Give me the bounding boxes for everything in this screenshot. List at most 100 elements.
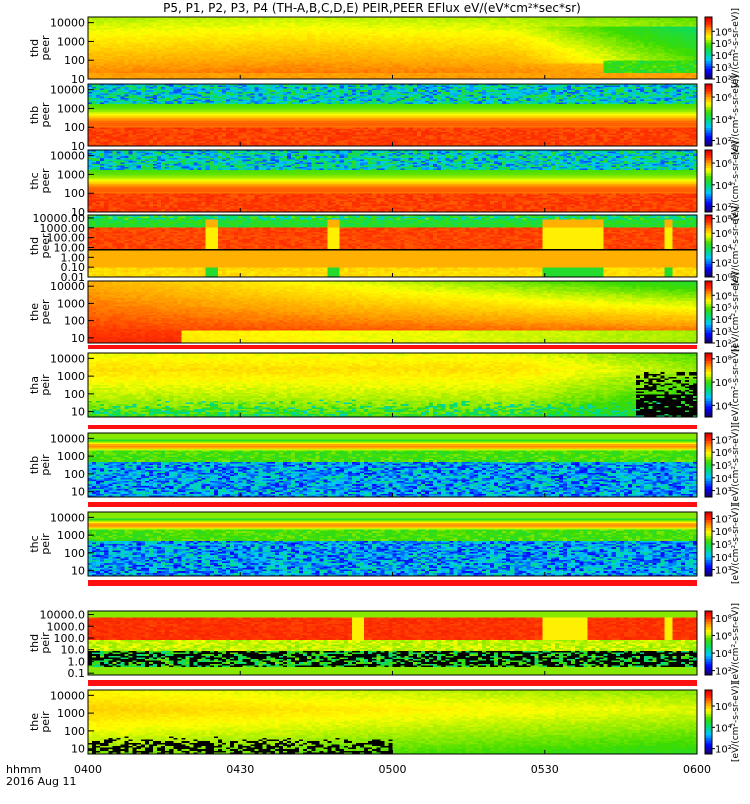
colorbar-segment [705,635,712,639]
colorbar-segment [705,37,712,41]
colorbar-segment [705,653,712,657]
colorbar-tick-label: 10² [715,137,732,148]
colorbar-segment [705,624,712,628]
colorbar-segment [705,698,712,702]
y-tick-label: 100 [64,468,85,481]
colorbar-segment [705,557,712,561]
colorbar-segment [705,170,712,174]
colorbar-segment [705,291,712,295]
y-tick-label: 10000 [50,689,85,702]
y-tick-label: 1000.0 [47,620,86,633]
colorbar-tick-label: 10² [715,203,732,214]
colorbar-tick-label: 10³ [715,487,732,498]
colorbar-segment [705,451,712,455]
x-tick-label: 0430 [226,763,254,776]
colorbar-segment [705,178,712,182]
y-tick-label: 100 [64,121,85,134]
colorbar-segment [705,549,712,553]
colorbar-segment [705,293,712,297]
colorbar-segment [705,382,712,386]
colorbar-segment [705,76,712,80]
colorbar-segment [705,71,712,75]
colorbar-segment [705,73,712,77]
colorbar-tick-label: 10⁷ [715,514,732,525]
colorbar-segment [705,84,712,88]
spectrogram-image [88,353,697,417]
colorbar-unit-label: [eV/(cm²-s-sr-eV)] [731,206,741,286]
colorbar-segment [705,748,712,752]
panel-label-line: the [28,713,41,731]
panel-label-line: peer [39,102,52,128]
colorbar-segment [705,53,712,57]
colorbar-segment [705,286,712,290]
colorbar-segment [705,648,712,652]
colorbar-segment [705,204,712,208]
colorbar-segment [705,230,712,234]
colorbar-segment [705,340,712,344]
y-tick-label: 10 [71,206,85,219]
colorbar-segment [705,637,712,641]
colorbar-segment [705,60,712,64]
colorbar-segment [705,301,712,305]
spectrogram-image [88,611,697,675]
colorbar-segment [705,173,712,177]
panel-label-line: peer [39,168,52,194]
colorbar-unit-label: [eV/(cm²-s-sr-eV)] [731,75,741,155]
colorbar-segment [705,168,712,172]
colorbar-unit-label: [eV/(cm²-s-sr-eV)] [731,682,741,762]
colorbar-segment [705,312,712,316]
y-tick-label: 10000 [50,432,85,445]
colorbar-segment [705,706,712,710]
x-tick-label: 0600 [683,763,711,776]
y-tick-label: 10 [71,565,85,578]
spectrogram-image [88,690,697,754]
colorbar-tick-label: 10⁵ [715,540,732,551]
panel-label-line: the [28,303,41,321]
colorbar-segment [705,29,712,33]
colorbar-segment [705,217,712,221]
colorbar-segment [705,288,712,292]
colorbar-segment [705,206,712,210]
colorbar-segment [705,393,712,397]
colorbar-segment [705,306,712,310]
colorbar-segment [705,330,712,334]
panel-label-line: peer [39,233,52,259]
colorbar-segment [705,233,712,237]
colorbar-unit-label: [eV/(cm²-s-sr-eV)] [731,345,741,425]
colorbar-segment [705,63,712,67]
panel-label-line: thc [28,172,41,189]
colorbar-segment [705,459,712,463]
colorbar-segment [705,401,712,405]
colorbar-segment [705,274,712,278]
spectrogram-image [88,433,697,497]
colorbar-unit-label: [eV/(cm²-s-sr-eV)] [731,425,741,505]
y-tick-label: 10000 [50,150,85,163]
colorbar-segment [705,743,712,747]
colorbar-segment [705,86,712,90]
colorbar-segment [705,193,712,197]
colorbar-segment [705,235,712,239]
colorbar-tick-label: 10³ [715,327,732,338]
colorbar-segment [705,222,712,226]
y-tick-label: 1.0 [68,655,86,668]
colorbar-segment [705,530,712,534]
colorbar-segment [705,651,712,655]
status-bar [88,345,697,349]
colorbar-segment [705,573,712,577]
colorbar-segment [705,643,712,647]
colorbar-segment [705,565,712,569]
colorbar-tick-label: 10⁶ [715,527,732,538]
colorbar-segment [705,568,712,572]
spectrogram-image [88,215,697,277]
colorbar-segment [705,209,712,213]
panel-label-line: peir [39,454,52,476]
y-tick-label: 100 [64,315,85,328]
colorbar-segment [705,296,712,300]
colorbar-segment [705,155,712,159]
y-tick-label: 1000.00 [40,222,86,235]
